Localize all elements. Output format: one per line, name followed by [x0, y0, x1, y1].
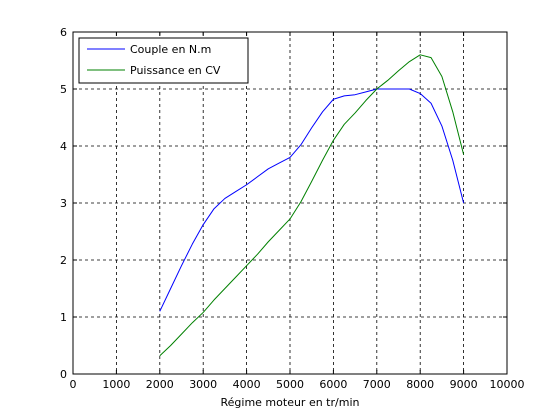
series-lines: [159, 54, 465, 357]
legend-box: [78, 37, 249, 84]
x-tick-label: 2000: [146, 378, 174, 391]
series-line-1: [159, 54, 465, 357]
x-tick-label: 4000: [233, 378, 261, 391]
x-tick-label: 9000: [450, 378, 478, 391]
x-tick-label: 5000: [276, 378, 304, 391]
legend: Couple en N.m Puissance en CV: [78, 37, 249, 84]
x-tick-label: 7000: [363, 378, 391, 391]
legend-label-couple: Couple en N.m: [130, 43, 211, 56]
y-tick-label: 1: [60, 311, 67, 324]
x-tick-label: 0: [70, 378, 77, 391]
x-tick-label: 3000: [189, 378, 217, 391]
y-tick-label: 3: [60, 197, 67, 210]
y-tick-label: 4: [60, 140, 67, 153]
y-tick-label: 6: [60, 26, 67, 39]
x-tick-label: 6000: [319, 378, 347, 391]
x-tick-label: 10000: [490, 378, 525, 391]
grid: [73, 32, 507, 374]
y-tick-label: 2: [60, 254, 67, 267]
x-axis-label: Régime moteur en tr/min: [221, 396, 360, 409]
ticks: 0 1000 2000 3000 4000 5000 6000 7000 8000 9000 100…: [60, 26, 525, 391]
x-tick-label: 1000: [102, 378, 130, 391]
x-tick-label: 8000: [406, 378, 434, 391]
legend-label-puissance: Puissance en CV: [130, 64, 221, 77]
series-line-0: [159, 88, 465, 312]
y-tick-label: 0: [60, 368, 67, 381]
y-tick-label: 5: [60, 83, 67, 96]
